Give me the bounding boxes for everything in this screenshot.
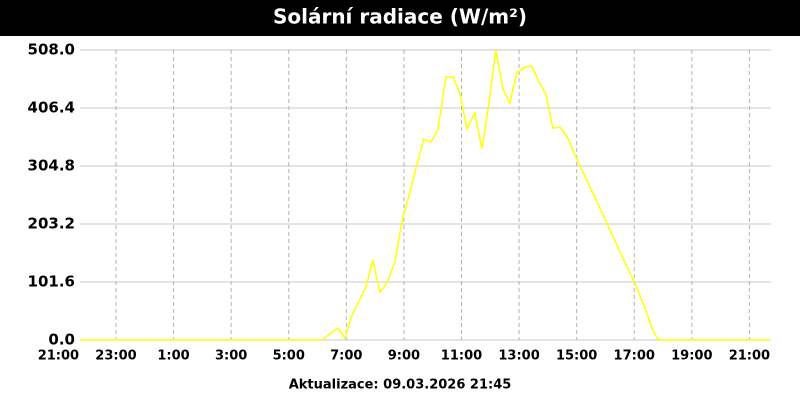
y-tick-label: 508.0 [28,41,75,59]
x-tick-label: 3:00 [215,349,247,364]
x-tick-label: 21:00 [729,349,770,364]
y-tick-label: 203.2 [28,215,75,233]
data-line [80,49,771,341]
x-tick-label: 7:00 [330,349,362,364]
x-tick-label: 23:00 [95,349,136,364]
x-tick-label: 13:00 [498,349,539,364]
chart-title: Solární radiace (W/m²) [273,5,527,29]
x-tick-label: 9:00 [388,349,420,364]
y-tick-label: 101.6 [28,273,75,291]
x-tick-label: 5:00 [273,349,305,364]
x-tick-label: 17:00 [614,349,655,364]
x-tick-label: 11:00 [441,349,482,364]
x-tick-label: 1:00 [157,349,189,364]
y-tick-label: 0.0 [48,331,75,349]
footer: Aktualizace: 09.03.2026 21:45 [289,378,512,393]
x-tick-label: 15:00 [556,349,597,364]
y-tick-label: 304.8 [28,157,75,175]
x-tick-label: 19:00 [671,349,712,364]
x-tick-label: 21:00 [38,349,79,364]
y-tick-label: 406.4 [28,99,75,117]
title-bar [0,0,800,36]
